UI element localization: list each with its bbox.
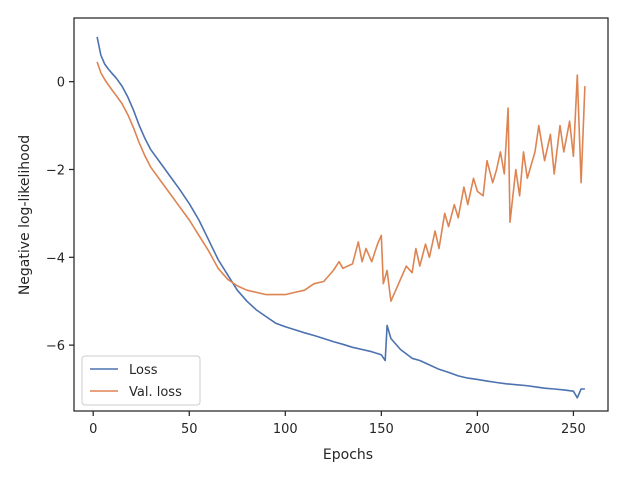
x-tick-label: 50 bbox=[181, 422, 198, 437]
y-tick-label: −2 bbox=[46, 163, 65, 178]
y-tick-label: 0 bbox=[57, 76, 65, 91]
legend-label: Loss bbox=[129, 363, 158, 378]
ticks-group: 0 50 100 150 200 250 −6 −4 −2 0 bbox=[46, 76, 586, 437]
y-tick-label: −4 bbox=[46, 251, 65, 266]
x-axis-label: Epochs bbox=[323, 447, 373, 463]
series-line-loss bbox=[96, 36, 585, 399]
legend-label: Val. loss bbox=[129, 385, 182, 400]
legend: Loss Val. loss bbox=[81, 355, 201, 406]
x-tick-label: 200 bbox=[465, 422, 490, 437]
series-group bbox=[96, 36, 586, 399]
x-tick-label: 150 bbox=[369, 422, 394, 437]
x-tick-label: 0 bbox=[89, 422, 97, 437]
axes-frame bbox=[73, 17, 609, 412]
x-tick-label: 250 bbox=[561, 422, 586, 437]
y-axis-label: Negative log-likelihood bbox=[17, 135, 33, 295]
series-line-val-loss bbox=[96, 61, 586, 303]
x-tick-label: 100 bbox=[273, 422, 298, 437]
y-tick-label: −6 bbox=[46, 339, 65, 354]
